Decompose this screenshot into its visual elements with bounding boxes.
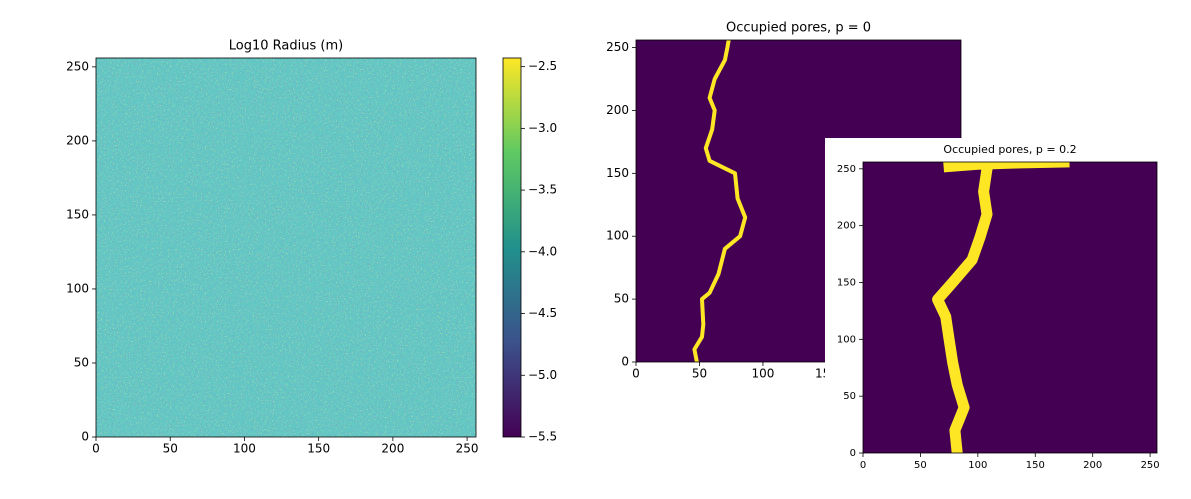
y-tick-label: 0	[81, 430, 89, 444]
x-tick-label: 200	[381, 442, 404, 456]
y-tick-label: 100	[606, 229, 629, 243]
colorbar	[502, 57, 522, 438]
heatmap-image	[96, 58, 476, 437]
x-tick-label: 0	[92, 442, 100, 456]
y-tick-label: 150	[66, 207, 89, 221]
x-tick-label: 50	[692, 367, 707, 381]
occupied-cluster	[692, 40, 748, 362]
y-tick-label: 200	[606, 103, 629, 117]
x-tick-label: 50	[163, 442, 178, 456]
x-tick-label: 50	[914, 460, 927, 471]
axes-frame	[862, 161, 1158, 454]
x-tick-label: 100	[233, 442, 256, 456]
colorbar-tick-label: −4.0	[528, 244, 557, 258]
colorbar-tick-label: −3.5	[528, 183, 557, 197]
x-tick-label: 150	[307, 442, 330, 456]
colorbar-tick-label: −4.5	[528, 306, 557, 320]
colorbar-tick-label: −2.5	[528, 59, 557, 73]
y-tick-label: 250	[606, 40, 629, 54]
colorbar-tick-label: −3.0	[528, 121, 557, 135]
x-tick-label: 250	[1141, 460, 1160, 471]
y-tick-label: 50	[843, 391, 856, 402]
x-tick-label: 150	[1026, 460, 1045, 471]
y-tick-label: 200	[837, 221, 856, 232]
colorbar-tick-label: −5.0	[528, 368, 557, 382]
y-tick-label: 250	[66, 59, 89, 73]
x-tick-label: 250	[456, 442, 479, 456]
y-tick-label: 0	[850, 448, 856, 459]
x-tick-label: 200	[1083, 460, 1102, 471]
y-tick-label: 50	[74, 355, 89, 369]
axes-frame	[95, 57, 477, 438]
x-tick-label: 100	[752, 367, 775, 381]
y-tick-label: 0	[621, 355, 629, 369]
chart-title: Occupied pores, p = 0	[726, 21, 871, 36]
y-tick-label: 100	[66, 281, 89, 295]
plot-background	[863, 162, 1157, 453]
y-tick-label: 250	[837, 164, 856, 175]
occupied-cluster	[943, 162, 1070, 173]
y-tick-label: 150	[606, 166, 629, 180]
y-tick-label: 150	[837, 277, 856, 288]
y-tick-label: 200	[66, 133, 89, 147]
colorbar-tick-label: −5.5	[528, 430, 557, 444]
occupied-cluster	[932, 162, 996, 453]
chart-title: Log10 Radius (m)	[229, 39, 343, 54]
y-tick-label: 50	[614, 292, 629, 306]
chart-title: Occupied pores, p = 0.2	[943, 143, 1076, 156]
x-tick-label: 100	[968, 460, 987, 471]
x-tick-label: 0	[632, 367, 640, 381]
y-tick-label: 100	[837, 334, 856, 345]
x-tick-label: 0	[860, 460, 866, 471]
